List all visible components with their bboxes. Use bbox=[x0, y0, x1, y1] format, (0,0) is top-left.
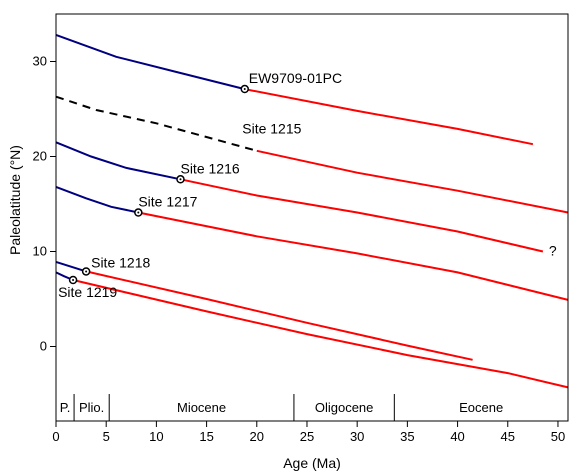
epoch-label-miocene: Miocene bbox=[177, 400, 226, 415]
series-layer: EW9709-01PC Site 1215 Site 1216? Site 1217 S… bbox=[55, 33, 569, 389]
x-tick-label-15: 15 bbox=[199, 429, 213, 444]
series-site-1215-old-line bbox=[256, 149, 569, 214]
series-ew9709-01pc-young-line bbox=[55, 33, 245, 91]
series-site-1217-old-line bbox=[138, 211, 569, 301]
x-axis-label: Age (Ma) bbox=[283, 455, 341, 471]
x-tick-label-45: 45 bbox=[501, 429, 515, 444]
series-site-1218-young-line bbox=[55, 260, 87, 273]
series-site-1218-site-marker-dot bbox=[85, 270, 88, 273]
series-site-1216-young-line bbox=[55, 141, 181, 181]
series-ew9709-01pc-old-line bbox=[244, 88, 534, 146]
x-tick-label-30: 30 bbox=[350, 429, 364, 444]
x-tick-label-40: 40 bbox=[450, 429, 464, 444]
x-tick-label-20: 20 bbox=[250, 429, 264, 444]
series-site-1219-old-line bbox=[72, 279, 569, 389]
epoch-label-eocene: Eocene bbox=[459, 400, 503, 415]
y-axis-label: Paleolatitude (°N) bbox=[7, 145, 23, 255]
x-tick-label-35: 35 bbox=[400, 429, 414, 444]
x-tick-label-25: 25 bbox=[300, 429, 314, 444]
x-tick-label-0: 0 bbox=[52, 429, 59, 444]
epoch-label-p: P. bbox=[60, 400, 71, 415]
axes: 0 5 10 15 20 25 30 35 40 45 50 0 10 20 30 bbox=[33, 13, 569, 444]
series-ew9709-01pc-label: EW9709-01PC bbox=[249, 70, 342, 86]
epoch-label-oligocene: Oligocene bbox=[315, 400, 374, 415]
epoch-bar: P. Plio. Miocene Oligocene Eocene bbox=[56, 394, 568, 422]
y-tick-label-0: 0 bbox=[40, 339, 47, 354]
x-tick-label-10: 10 bbox=[149, 429, 163, 444]
series-site-1216-old-line bbox=[180, 178, 544, 253]
series-site-1216-label: Site 1216 bbox=[180, 160, 239, 176]
series-ew9709-01pc-site-marker-dot bbox=[243, 88, 246, 91]
series-site-1215-young-line bbox=[55, 95, 258, 152]
y-tick-label-20: 20 bbox=[33, 149, 47, 164]
epoch-label-plio: Plio. bbox=[79, 400, 104, 415]
series-site-1219-site-marker-dot bbox=[72, 279, 75, 281]
y-tick-label-10: 10 bbox=[33, 244, 47, 259]
series-site-1217-young-line bbox=[55, 185, 139, 214]
series-site-1219-label: Site 1219 bbox=[58, 284, 117, 300]
series-site-1215-label: Site 1215 bbox=[242, 121, 301, 137]
x-tick-label-50: 50 bbox=[551, 429, 565, 444]
x-tick-label-5: 5 bbox=[103, 429, 110, 444]
series-site-1216-uncertain-mark: ? bbox=[549, 243, 557, 259]
series-site-1216-site-marker-dot bbox=[179, 178, 182, 181]
plot-frame bbox=[55, 13, 569, 422]
y-tick-label-30: 30 bbox=[33, 54, 47, 69]
series-site-1217-site-marker-dot bbox=[137, 211, 140, 214]
series-site-1218-label: Site 1218 bbox=[91, 254, 150, 270]
series-site-1218-old-line bbox=[85, 270, 473, 361]
series-site-1217-label: Site 1217 bbox=[138, 194, 197, 210]
